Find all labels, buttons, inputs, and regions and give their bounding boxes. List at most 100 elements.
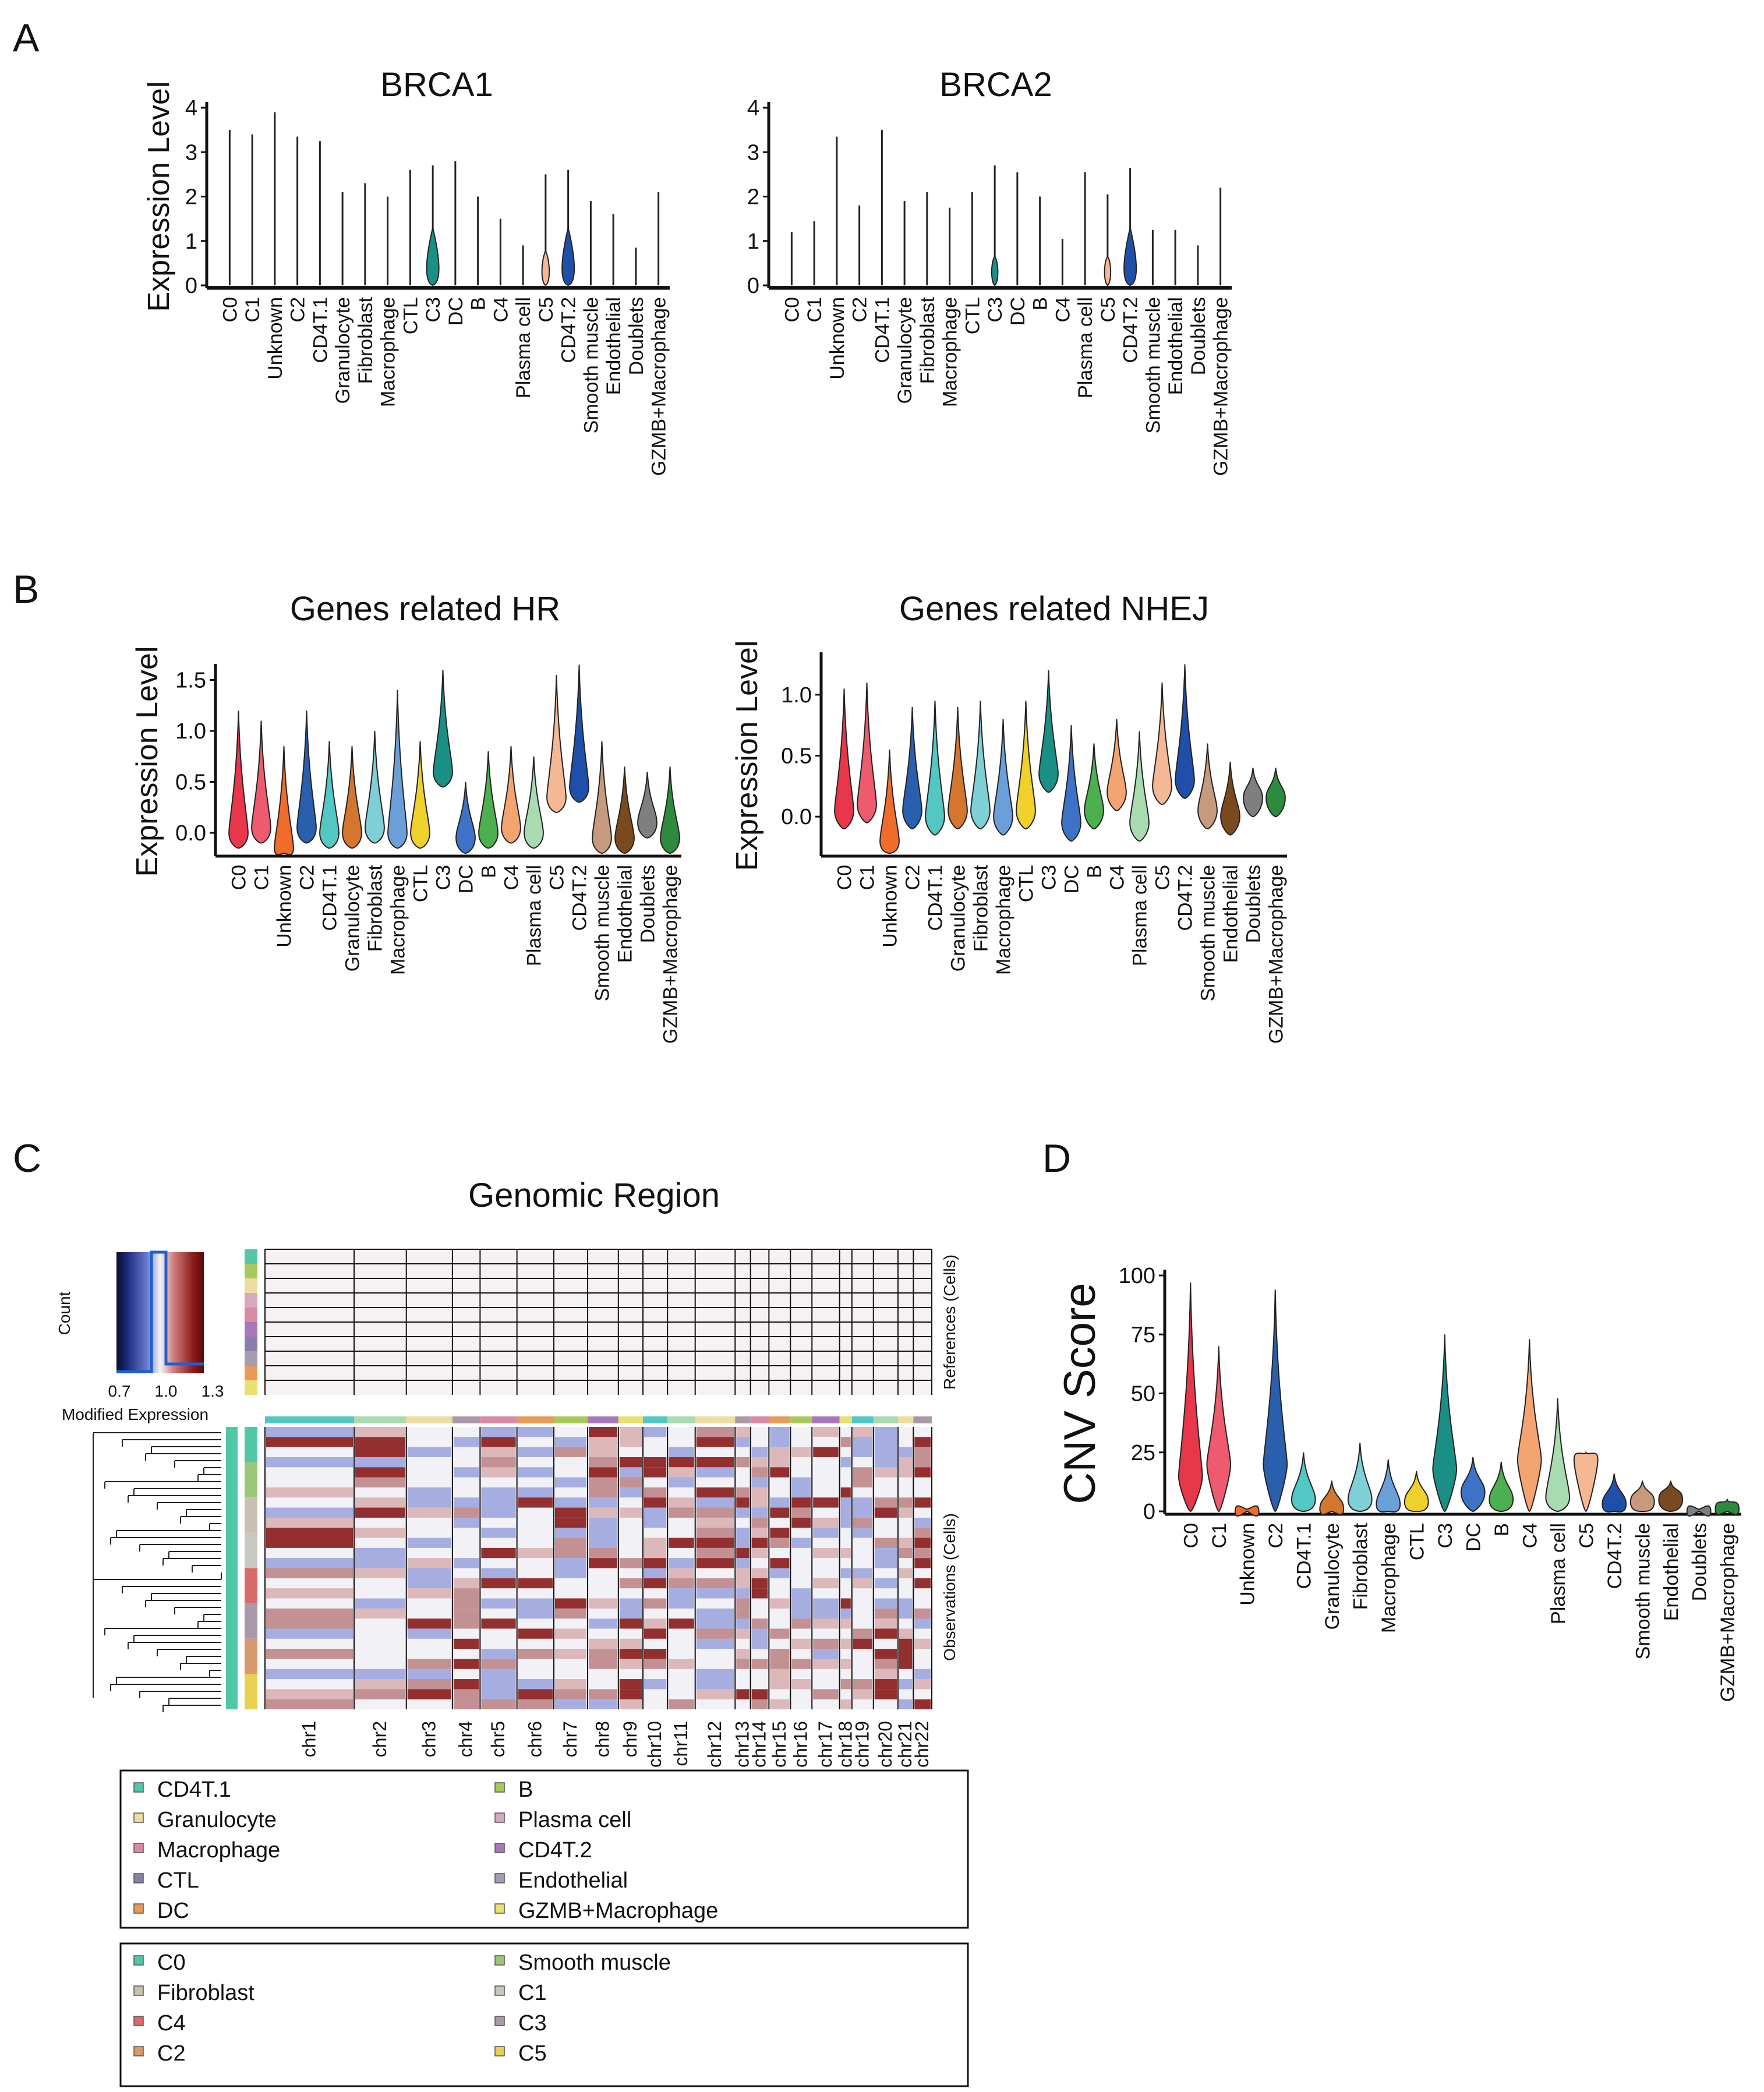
heatmap-cell: [355, 1457, 405, 1468]
heatmap-cell: [407, 1628, 451, 1639]
heatmap-cell: [736, 1507, 750, 1518]
heatmap-cell: [453, 1699, 479, 1709]
heatmap-cell: [407, 1578, 451, 1589]
violin-Macrophage: [387, 690, 408, 849]
heatmap-cell: [770, 1457, 790, 1468]
heatmap-cell: [481, 1699, 516, 1709]
heatmap-body: chr1 chr2 chr3 chr4 chr5 chr6 chr7 chr8 chr9 chr1…: [93, 1249, 932, 1768]
heatmap-cell: [751, 1638, 768, 1649]
violin-Doublets: [1243, 768, 1263, 818]
heatmap-cell: [589, 1619, 617, 1629]
heatmap-cell: [914, 1538, 931, 1548]
panel-letter-a: A: [13, 16, 40, 60]
violin-C2: [296, 710, 317, 844]
heatmap-cell: [355, 1568, 405, 1578]
heatmap-cell: [736, 1619, 750, 1629]
legend-swatch: [133, 1903, 144, 1914]
heatmap-cell: [481, 1467, 516, 1478]
violin-Smooth muscle: [1629, 1480, 1655, 1513]
heatmap-cell: [696, 1528, 734, 1538]
x-tick-label: DC: [455, 865, 478, 893]
dendrogram-branch: [186, 1509, 221, 1517]
heatmap-cell: [696, 1487, 734, 1498]
x-tick-label: DC: [445, 297, 467, 326]
violin-B: [478, 751, 499, 849]
heatmap-cell: [407, 1507, 451, 1518]
violin-body-C3: [426, 227, 440, 287]
heatmap-cell: [751, 1528, 768, 1538]
heatmap-cell: [696, 1517, 734, 1528]
heatmap-cell: [669, 1467, 694, 1478]
heatmap-cell: [518, 1679, 553, 1690]
heatmap-cell: [751, 1619, 768, 1629]
heatmap-cell: [840, 1598, 851, 1609]
heatmap-cell: [669, 1699, 694, 1709]
x-tick-label: C3: [422, 297, 444, 322]
heatmap-cell: [736, 1538, 750, 1548]
heatmap-cell: [874, 1619, 897, 1629]
heatmap-cell: [813, 1608, 839, 1619]
heatmap-cell: [751, 1568, 768, 1578]
heatmap-cell: [840, 1619, 851, 1629]
heatmap-cell: [696, 1679, 734, 1690]
heatmap-cell: [899, 1679, 913, 1690]
x-tick-label: C5: [546, 865, 568, 890]
heatmap-cell: [669, 1659, 694, 1669]
chromosome-strip: [452, 1416, 480, 1423]
violin-Doublets: [637, 771, 657, 839]
chromosome-label: chr6: [524, 1721, 545, 1757]
legend-label: Fibroblast: [157, 1981, 254, 2005]
heatmap-cell: [696, 1558, 734, 1568]
heatmap-cell: [751, 1659, 768, 1669]
y-axis-label: CNV Score: [1055, 1282, 1105, 1504]
legend-label: Granulocyte: [157, 1808, 277, 1832]
heatmap-cell: [644, 1649, 667, 1659]
chromosome-label: chr13: [731, 1721, 752, 1768]
heatmap-cell: [589, 1699, 617, 1709]
heatmap-cell: [853, 1507, 872, 1518]
dendrogram-branch: [110, 1684, 221, 1691]
dendrogram-branch: [116, 1677, 221, 1684]
chromosome-label: chr7: [560, 1721, 581, 1757]
heatmap-cell: [407, 1619, 451, 1629]
y-tick-label: 1: [185, 229, 197, 254]
chromosome-label: chr16: [790, 1721, 811, 1768]
heatmap-cell: [589, 1538, 617, 1548]
heatmap-cell: [813, 1447, 839, 1457]
reference-annotation: [245, 1264, 257, 1278]
reference-annotation: [245, 1366, 257, 1380]
legend-swatch: [133, 1812, 144, 1823]
heatmap-cell: [554, 1547, 587, 1559]
y-axis-label: Expression Level: [130, 646, 164, 877]
reference-annotation: [245, 1351, 257, 1366]
heatmap-cell: [266, 1669, 353, 1680]
observation-legend: C0 Smooth muscle Fibroblast C1 C4 C3 C2 C5: [133, 1950, 671, 2066]
heatmap-cell: [874, 1447, 897, 1457]
heatmap-cell: [899, 1457, 913, 1468]
heatmap-cell: [481, 1619, 516, 1629]
dendrogram-branch: [209, 1523, 221, 1531]
violin-Fibroblast: [365, 730, 385, 844]
heatmap-cell: [914, 1638, 931, 1649]
legend-swatch: [133, 2046, 144, 2056]
heatmap-cell: [813, 1689, 839, 1699]
heatmap-cell: [840, 1659, 851, 1669]
panel-letter-c: C: [13, 1136, 41, 1181]
legend-label: CTL: [157, 1868, 199, 1893]
heatmap-cell: [736, 1547, 750, 1559]
x-tick-label: CTL: [1016, 865, 1038, 902]
heatmap-cell: [644, 1547, 667, 1559]
y-tick-label: 4: [185, 96, 197, 121]
heatmap-cell: [696, 1538, 734, 1548]
dendrogram-branch: [93, 1432, 221, 1440]
heatmap-cell: [853, 1638, 872, 1649]
heatmap-cell: [619, 1679, 642, 1690]
heatmap-cell: [899, 1649, 913, 1659]
heatmap-cell: [914, 1457, 931, 1468]
violin-Smooth muscle: [592, 741, 612, 854]
heatmap-cell: [644, 1598, 667, 1609]
violin-chart-b1: Genes related HR Expression Level 0.0 0.5 1.…: [130, 590, 682, 1044]
scale-tick-max: 1.3: [202, 1382, 224, 1400]
heatmap-cell: [518, 1699, 553, 1709]
